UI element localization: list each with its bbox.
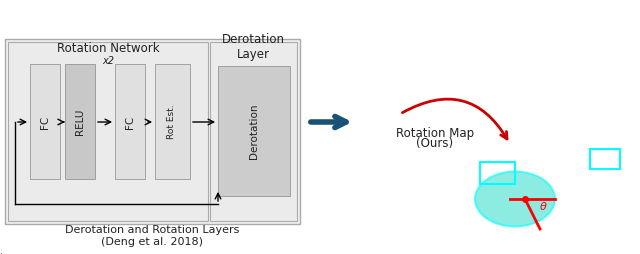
Text: Derotation
Layer: Derotation Layer — [221, 33, 285, 61]
Text: Rotation Network: Rotation Network — [57, 42, 159, 56]
Text: RELU: RELU — [75, 109, 85, 135]
Text: x2: x2 — [102, 56, 114, 66]
Bar — [8, 42, 208, 221]
Bar — [590, 149, 620, 169]
Bar — [218, 66, 290, 196]
FancyArrowPatch shape — [403, 99, 507, 139]
Bar — [30, 64, 60, 179]
Bar — [65, 64, 95, 179]
Text: FC: FC — [125, 115, 135, 129]
Bar — [5, 39, 300, 224]
Bar — [210, 42, 297, 221]
Text: Rot Est.: Rot Est. — [168, 105, 177, 139]
Text: Derotation: Derotation — [249, 103, 259, 159]
Text: (Ours): (Ours) — [417, 137, 454, 151]
Ellipse shape — [475, 171, 555, 227]
Bar — [155, 64, 190, 179]
Text: Rotation Map: Rotation Map — [396, 128, 474, 140]
Text: FC: FC — [40, 115, 50, 129]
Bar — [480, 162, 515, 184]
Bar — [115, 64, 145, 179]
Text: Derotation and Rotation Layers
(Deng et al. 2018): Derotation and Rotation Layers (Deng et … — [65, 225, 239, 247]
Text: $\theta$: $\theta$ — [539, 200, 547, 212]
